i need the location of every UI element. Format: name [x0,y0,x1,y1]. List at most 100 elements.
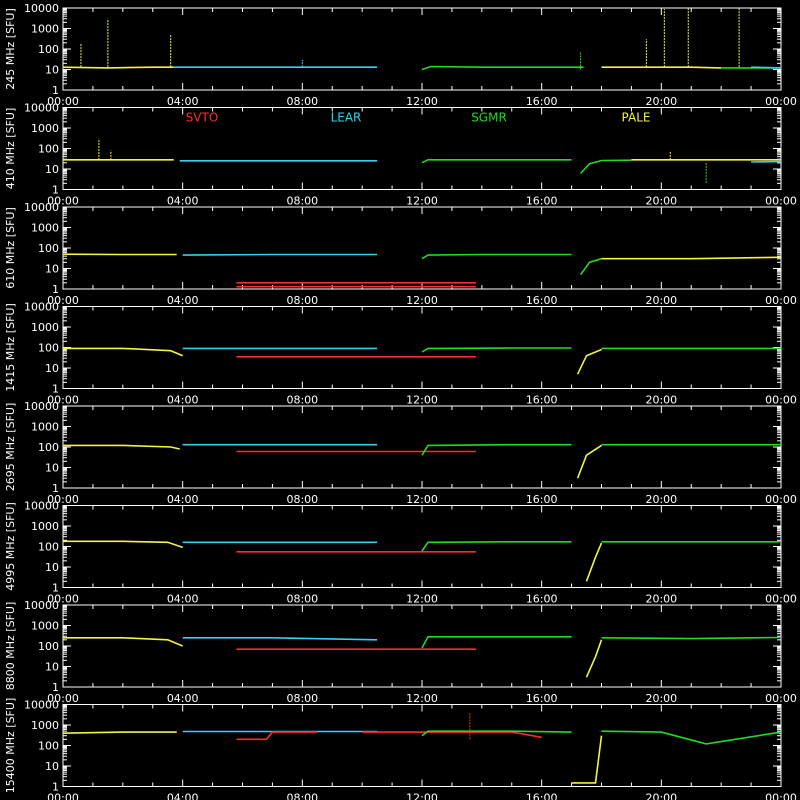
x-tick-label: 00:00 [765,792,797,800]
station-legend: SVTO LEAR SGMR PALE [186,111,651,125]
series-line-pale [63,540,183,549]
series-line-sgmr [421,540,572,552]
x-tick-label: 16:00 [526,593,558,606]
panel-7: 1 10 100 1000 10000 00:00 04:00 08:00 12:00 16:00… [4,698,797,800]
x-tick-label: 12:00 [406,792,438,800]
x-tick-label: 00:00 [47,394,79,407]
y-tick-label: 10000 [24,2,59,15]
x-tick-label: 16:00 [526,692,558,705]
series-line-pale [63,444,180,450]
y-tick-label: 100 [38,242,59,255]
x-tick-label: 04:00 [167,394,199,407]
x-tick-label: 00:00 [47,692,79,705]
y-tick-label: 10000 [24,699,59,712]
series-line-sgmr [421,730,572,737]
series-line-sgmr [601,730,781,745]
series-line-svto [362,731,542,739]
y-tick-label: 1000 [31,122,59,135]
y-tick-label: 10 [45,760,59,773]
y-tick-label: 1 [52,681,59,694]
series-line-pale [576,444,602,479]
series-line-pale [63,66,174,69]
x-tick-label: 12:00 [406,195,438,208]
y-tick-label: 10 [45,561,59,574]
y-tick-label: 1 [52,482,59,495]
x-tick-label: 16:00 [526,493,558,506]
y-tick-label: 100 [38,640,59,653]
y-tick-label: 10 [45,362,59,375]
x-tick-label: 00:00 [765,593,797,606]
x-tick-label: 08:00 [286,195,318,208]
y-tick-label: 1 [52,184,59,197]
x-tick-label: 00:00 [765,195,797,208]
x-tick-label: 12:00 [406,294,438,307]
series-line-pale [63,636,184,647]
x-tick-label: 20:00 [645,792,677,800]
plot-area [63,347,781,375]
x-tick-label: 12:00 [406,95,438,108]
y-axis-title: 410 MHz [SFU] [4,108,17,189]
series-line-pale [601,256,781,260]
x-tick-label: 04:00 [167,95,199,108]
series-line-sgmr [579,257,602,276]
y-tick-label: 1000 [31,620,59,633]
series-line-sgmr [421,443,572,456]
y-tick-label: 1000 [31,321,59,334]
series-line-pale [601,66,722,69]
y-axis-title: 1415 MHz [SFU] [4,303,17,391]
panel-0: 1 10 100 1000 10000 00:00 04:00 08:00 12:00 16:00… [4,2,797,108]
x-tick-label: 16:00 [526,394,558,407]
y-tick-label: 1000 [31,421,59,434]
y-tick-label: 1 [52,383,59,396]
plot-area [63,253,781,288]
x-tick-label: 08:00 [286,294,318,307]
y-tick-label: 10 [45,263,59,276]
plot-area [63,712,781,784]
y-tick-label: 10 [45,64,59,77]
x-tick-label: 08:00 [286,95,318,108]
y-axis-title: 15400 MHz [SFU] [4,698,17,793]
y-axis-title: 610 MHz [SFU] [4,207,17,288]
x-tick-label: 20:00 [645,593,677,606]
series-line-pale [585,639,603,678]
y-tick-label: 100 [38,143,59,156]
x-tick-label: 20:00 [645,692,677,705]
x-tick-label: 04:00 [167,692,199,705]
x-tick-label: 08:00 [286,394,318,407]
panel-5: 1 10 100 1000 10000 00:00 04:00 08:00 12:00 16:00… [4,500,797,606]
y-tick-label: 100 [38,740,59,753]
x-tick-label: 12:00 [406,394,438,407]
x-tick-label: 12:00 [406,692,438,705]
series-line-lear [182,253,378,256]
series-line-pale [585,542,603,582]
y-tick-label: 10000 [24,201,59,214]
x-tick-label: 04:00 [167,195,199,208]
x-tick-label: 00:00 [765,294,797,307]
x-tick-label: 20:00 [645,95,677,108]
x-tick-label: 12:00 [406,593,438,606]
series-line-lear [182,636,378,641]
plot-area [63,443,781,479]
x-tick-label: 00:00 [765,692,797,705]
y-tick-label: 10000 [24,400,59,413]
x-tick-label: 16:00 [526,195,558,208]
plot-area [63,540,781,582]
series-line-sgmr [421,159,572,164]
y-axis-title: 8800 MHz [SFU] [4,602,17,690]
x-tick-label: 00:00 [765,95,797,108]
x-tick-label: 00:00 [47,593,79,606]
panel-4: 1 10 100 1000 10000 00:00 04:00 08:00 12:00 16:00… [4,400,797,506]
y-tick-label: 100 [38,541,59,554]
x-tick-label: 00:00 [47,195,79,208]
y-tick-label: 10000 [24,301,59,314]
y-tick-label: 10 [45,163,59,176]
y-tick-label: 1 [52,781,59,794]
x-tick-label: 04:00 [167,493,199,506]
y-axis-title: 2695 MHz [SFU] [4,403,17,491]
y-tick-label: 10 [45,462,59,475]
x-tick-label: 00:00 [765,394,797,407]
y-axis-title: 4995 MHz [SFU] [4,502,17,590]
y-tick-label: 1 [52,582,59,595]
plot-area [63,138,781,184]
